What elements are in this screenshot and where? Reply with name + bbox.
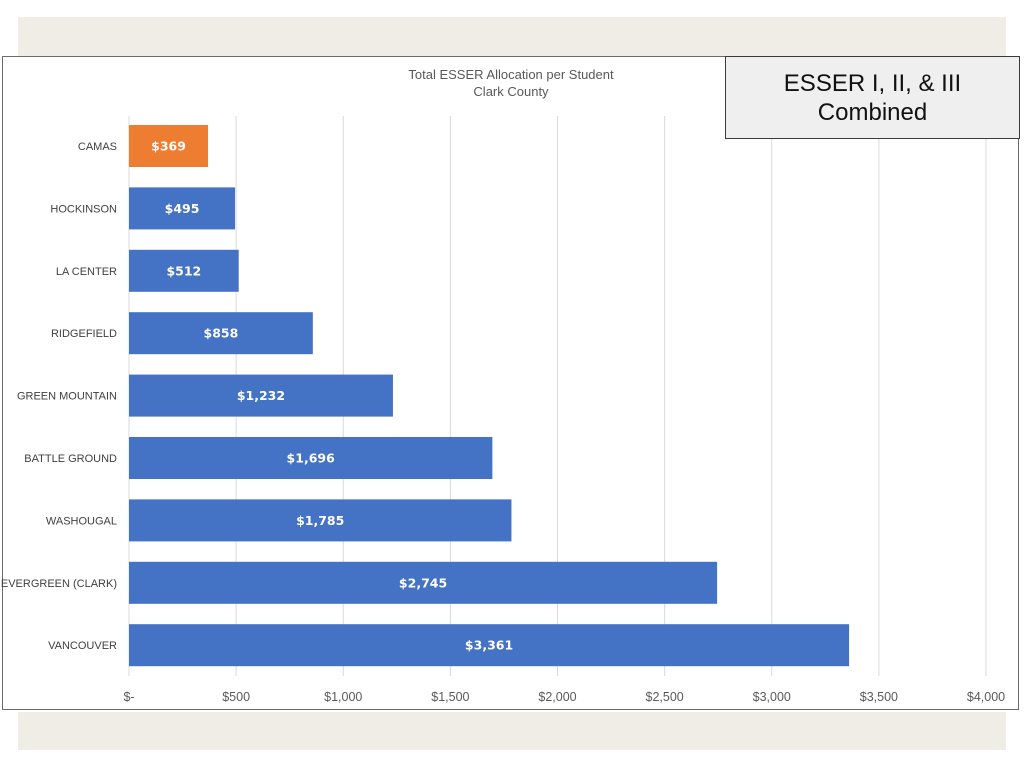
bar — [129, 312, 313, 355]
category-label: LA CENTER — [56, 266, 117, 278]
x-tick-label: $500 — [222, 690, 250, 704]
x-tick-label: $1,500 — [431, 690, 469, 704]
bar-value-label: $512 — [166, 263, 201, 278]
x-tick-label: $- — [123, 690, 134, 704]
category-label: WASHOUGAL — [46, 515, 117, 527]
bar-value-label: $495 — [165, 201, 200, 216]
esser-callout-box: ESSER I, II, & III Combined — [725, 56, 1020, 139]
bar — [129, 187, 236, 230]
bar-value-label: $858 — [204, 326, 239, 341]
x-tick-label: $4,000 — [967, 690, 1005, 704]
x-tick-label: $3,000 — [753, 690, 791, 704]
bar-value-label: $1,232 — [237, 388, 285, 403]
bar-value-label: $2,745 — [399, 575, 447, 590]
x-tick-label: $3,500 — [860, 690, 898, 704]
category-label: CAMAS — [78, 141, 117, 153]
bars: $369 $495 $512 $858 $1,232 $1,696 $1,785 $2,745… — [129, 125, 850, 667]
chart-title: Total ESSER Allocation per Student Clark… — [361, 66, 661, 100]
bar-value-label: $1,785 — [296, 513, 344, 528]
top-background-band — [18, 17, 1006, 57]
category-label: GREEN MOUNTAIN — [17, 391, 117, 403]
bar — [129, 561, 718, 604]
category-label: HOCKINSON — [50, 203, 117, 215]
bar — [129, 437, 493, 479]
x-tick-label: $1,000 — [324, 690, 362, 704]
category-label: BATTLE GROUND — [24, 453, 117, 465]
bottom-background-band — [18, 712, 1006, 750]
bar-value-label: $3,361 — [465, 638, 513, 653]
category-label: RIDGEFIELD — [51, 328, 117, 340]
x-tick-label: $2,000 — [538, 690, 576, 704]
category-label: VANCOUVER — [48, 640, 117, 652]
category-labels: CAMAS HOCKINSON LA CENTER RIDGEFIELD GREEN M… — [1, 141, 117, 652]
bar — [129, 249, 239, 292]
bar-value-label: $1,696 — [287, 451, 336, 466]
category-label: EVERGREEN (CLARK) — [1, 578, 117, 590]
x-tick-label: $2,500 — [646, 690, 684, 704]
chart-subtitle: Clark County — [473, 84, 549, 99]
bar — [129, 624, 850, 667]
chart-title-line: Total ESSER Allocation per Student — [408, 67, 614, 82]
bar — [129, 125, 209, 167]
callout-line-2: Combined — [817, 98, 928, 126]
bar — [129, 374, 393, 417]
callout-line-1: ESSER I, II, & III — [783, 69, 962, 97]
bar — [129, 499, 512, 542]
x-axis-ticks: $- $500 $1,000 $1,500 $2,000 $2,500 $3,000 $3,5… — [123, 690, 1005, 704]
bar-value-label: $369 — [151, 139, 186, 154]
